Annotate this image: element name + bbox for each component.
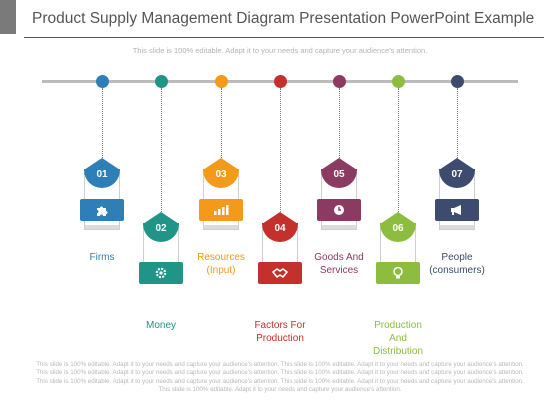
step-icon-band-07 [435,199,479,221]
step-number-text: 02 [155,223,167,234]
lightbulb-icon [392,266,404,280]
connector-line-03 [221,88,222,158]
step-label-02: Money [145,320,176,331]
clock-icon [332,203,346,217]
timeline-dot-04 [273,75,287,88]
step-icon-band-02 [139,262,183,284]
step-number-text: 06 [392,223,404,234]
step-icon-band-03 [199,199,243,221]
step-icon-band-05 [317,199,361,221]
step-number-text: 04 [274,223,286,234]
step-number-badge: 02 [143,212,179,242]
step-label-06: Production And Distribution [372,320,424,357]
puzzle-icon [95,203,109,217]
timeline-dot-06 [391,75,405,88]
step-label-07: People (consumers) [429,252,485,276]
connector-line-05 [339,88,340,158]
timeline-dot-03 [214,75,228,88]
slide-title: Product Supply Management Diagram Presen… [32,10,535,27]
connector-line-01 [102,88,103,158]
step-label-05: Goods And Services [314,252,364,276]
timeline-dot-05 [332,75,346,88]
step-label-04: Factors For Production [254,320,306,344]
step-number-badge: 04 [262,212,298,242]
connector-line-07 [457,88,458,158]
timeline-dot-07 [450,75,464,88]
slide-subtitle: This slide is 100% editable. Adapt it to… [132,46,428,55]
step-label-01: Firms [89,252,115,263]
timeline-dot-01 [95,75,109,88]
step-icon-band-01 [80,199,124,221]
title-divider [24,37,544,38]
handshake-icon [272,267,288,279]
step-label-03: Resources (Input) [197,252,245,276]
step-number-text: 07 [451,169,463,180]
step-number-text: 05 [333,169,345,180]
step-number-badge: 07 [439,158,475,188]
corner-accent [0,0,16,34]
step-number-badge: 06 [380,212,416,242]
step-icon-band-06 [376,262,420,284]
megaphone-icon [449,204,465,216]
timeline-dot-02 [154,75,168,88]
gear-icon [154,266,168,280]
step-number-badge: 03 [203,158,239,188]
step-icon-band-04 [258,262,302,284]
step-number-text: 01 [96,169,108,180]
step-number-badge: 01 [84,158,120,188]
step-number-text: 03 [215,169,227,180]
connector-line-04 [280,88,281,212]
step-number-badge: 05 [321,158,357,188]
bar-chart-icon [213,204,229,216]
connector-line-02 [161,88,162,212]
connector-line-06 [398,88,399,212]
footer-note: This slide is 100% editable. Adapt it to… [36,361,524,393]
